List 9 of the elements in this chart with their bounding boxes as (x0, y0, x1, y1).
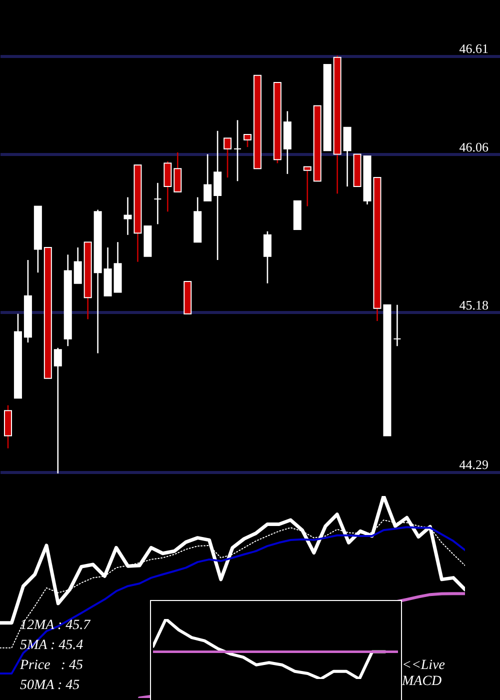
y-tick-label: 46.06 (459, 140, 489, 155)
annotation: Price : 45 (20, 658, 83, 673)
y-tick-label: 46.61 (459, 41, 488, 56)
annotation: 50MA : 45 (20, 678, 80, 693)
y-tick-label: 45.18 (459, 298, 488, 313)
annotation: MACD (402, 674, 442, 689)
annotation: 12MA : 45.7 (20, 618, 90, 633)
annotation: <<Live (402, 658, 445, 673)
y-tick-label: 44.29 (459, 457, 488, 472)
